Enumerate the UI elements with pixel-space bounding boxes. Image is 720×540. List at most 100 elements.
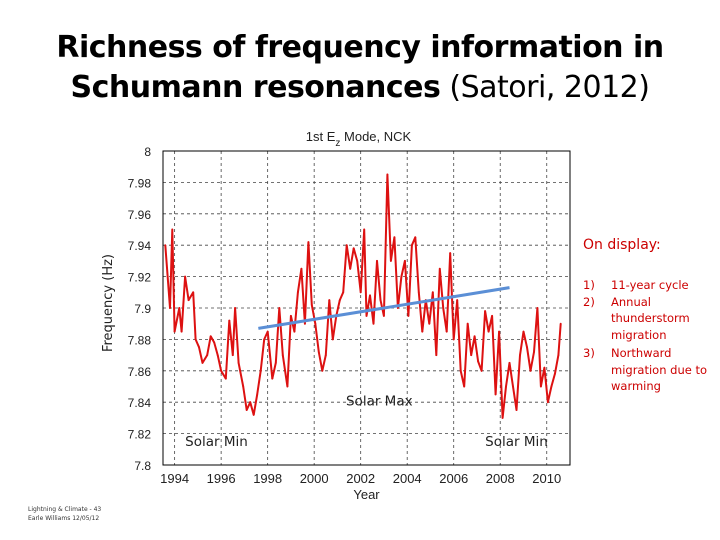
frequency-data-point: [342, 291, 345, 294]
frequency-data-point: [278, 307, 281, 309]
frequency-data-point: [369, 294, 371, 297]
frequency-data-point: [252, 413, 255, 416]
frequency-data-point: [192, 291, 195, 294]
frequency-data-point: [187, 299, 190, 301]
chart-series: [164, 173, 562, 419]
frequency-data-point: [307, 241, 310, 244]
frequency-data-point: [533, 351, 535, 353]
slide-footer: Lightning & Climate - 43 Earle Williams …: [28, 505, 101, 523]
solar-annotation: Solar Min: [485, 434, 548, 450]
frequency-data-point: [404, 260, 406, 262]
frequency-data-point: [487, 330, 490, 333]
frequency-data-point: [324, 354, 327, 356]
annotation-panel: On display: 1) 11-year cycle 2) Annual thun…: [583, 237, 713, 395]
frequency-data-point: [522, 330, 525, 333]
frequency-data-point: [297, 291, 299, 294]
frequency-data-point: [557, 354, 560, 356]
frequency-data-point: [234, 307, 237, 309]
y-tick-label: 7.84: [128, 396, 152, 410]
frequency-data-point: [281, 354, 284, 356]
frequency-data-point: [216, 354, 219, 356]
frequency-data-point: [515, 409, 518, 411]
frequency-data-point: [491, 315, 493, 317]
frequency-data-point: [314, 322, 317, 325]
frequency-data-point: [231, 354, 234, 356]
frequency-data-point: [411, 244, 413, 247]
y-tick-label: 7.82: [128, 428, 152, 442]
frequency-data-point: [180, 330, 183, 333]
solar-annotation: Solar Min: [185, 434, 248, 450]
frequency-data-point: [554, 373, 556, 375]
slide-title: Richness of frequency information in Sch…: [0, 28, 720, 108]
frequency-data-point: [352, 247, 355, 250]
frequency-data-point: [456, 299, 459, 301]
frequency-data-point: [449, 252, 452, 255]
frequency-data-point: [178, 307, 181, 309]
frequency-data-point: [259, 369, 262, 372]
frequency-data-point: [173, 330, 176, 333]
frequency-data-point: [536, 307, 539, 309]
frequency-data-point: [397, 307, 399, 309]
x-tick-label: 1998: [253, 471, 282, 486]
frequency-data-point: [209, 335, 212, 338]
y-tick-label: 7.98: [128, 176, 152, 190]
x-tick-label: 2010: [532, 471, 561, 486]
frequency-data-point: [473, 335, 476, 338]
frequency-data-point: [445, 330, 448, 333]
frequency-data-point: [407, 315, 410, 317]
frequency-data-point: [338, 299, 341, 301]
frequency-data-point: [505, 385, 507, 388]
footer-line-2: Earle Williams 12/05/12: [28, 515, 100, 522]
annotation-list: 1) 11-year cycle 2) Annual thunderstorm mig…: [583, 277, 713, 395]
annotation-item-text: Northward migration due to warming: [611, 346, 708, 393]
frequency-data-point: [206, 354, 209, 356]
frequency-data-point: [466, 322, 469, 325]
frequency-data-point: [438, 267, 441, 270]
annotation-item-number: 3): [583, 346, 595, 360]
frequency-data-point: [508, 362, 511, 364]
frequency-data-point: [184, 275, 187, 278]
annotation-item: 3) Northward migration due to warming: [583, 345, 713, 395]
frequency-data-point: [321, 369, 324, 372]
y-axis-label: Frequency (Hz): [101, 254, 116, 352]
frequency-data-point: [376, 260, 378, 262]
frequency-data-point: [421, 330, 424, 333]
frequency-data-point: [452, 338, 455, 341]
plot-frame: [162, 150, 571, 466]
frequency-data-point: [519, 354, 521, 356]
frequency-data-point: [237, 362, 240, 364]
x-tick-label: 2008: [486, 471, 515, 486]
y-tick-label: 8: [144, 145, 151, 159]
annotation-item: 1) 11-year cycle: [583, 277, 713, 294]
frequency-data-point: [498, 330, 500, 333]
slide-title-main: Richness of frequency information in Sch…: [56, 30, 664, 105]
frequency-data-point: [428, 322, 431, 325]
frequency-data-point: [249, 401, 252, 404]
x-tick-label: 2002: [346, 471, 375, 486]
frequency-data-point: [213, 341, 216, 344]
frequency-data-point: [393, 236, 396, 239]
annotation-item-number: 2): [583, 294, 595, 309]
frequency-data-point: [442, 307, 445, 309]
frequency-data-point: [220, 369, 223, 372]
frequency-data-point: [304, 322, 306, 325]
annotation-item-text: 11-year cycle: [611, 278, 689, 292]
frequency-data-point: [512, 385, 514, 388]
annotation-heading: On display:: [583, 237, 661, 253]
frequency-data-point: [414, 236, 417, 239]
annotation-item-text: Annual thunderstorm migration: [611, 294, 690, 342]
y-tick-label: 7.92: [128, 271, 152, 285]
annotation-item-number: 1): [583, 278, 595, 292]
frequency-data-point: [477, 360, 479, 363]
frequency-data-point: [480, 369, 483, 372]
frequency-data-point: [228, 319, 231, 322]
frequency-data-point: [363, 228, 366, 231]
frequency-data-point: [543, 366, 546, 369]
frequency-series-line: [164, 173, 562, 419]
frequency-data-point: [529, 369, 532, 372]
frequency-data-point: [372, 322, 375, 325]
y-tick-label: 7.88: [128, 333, 152, 347]
y-tick-label: 7.94: [128, 239, 152, 253]
frequency-data-point: [559, 322, 562, 325]
frequency-data-point: [331, 338, 334, 341]
